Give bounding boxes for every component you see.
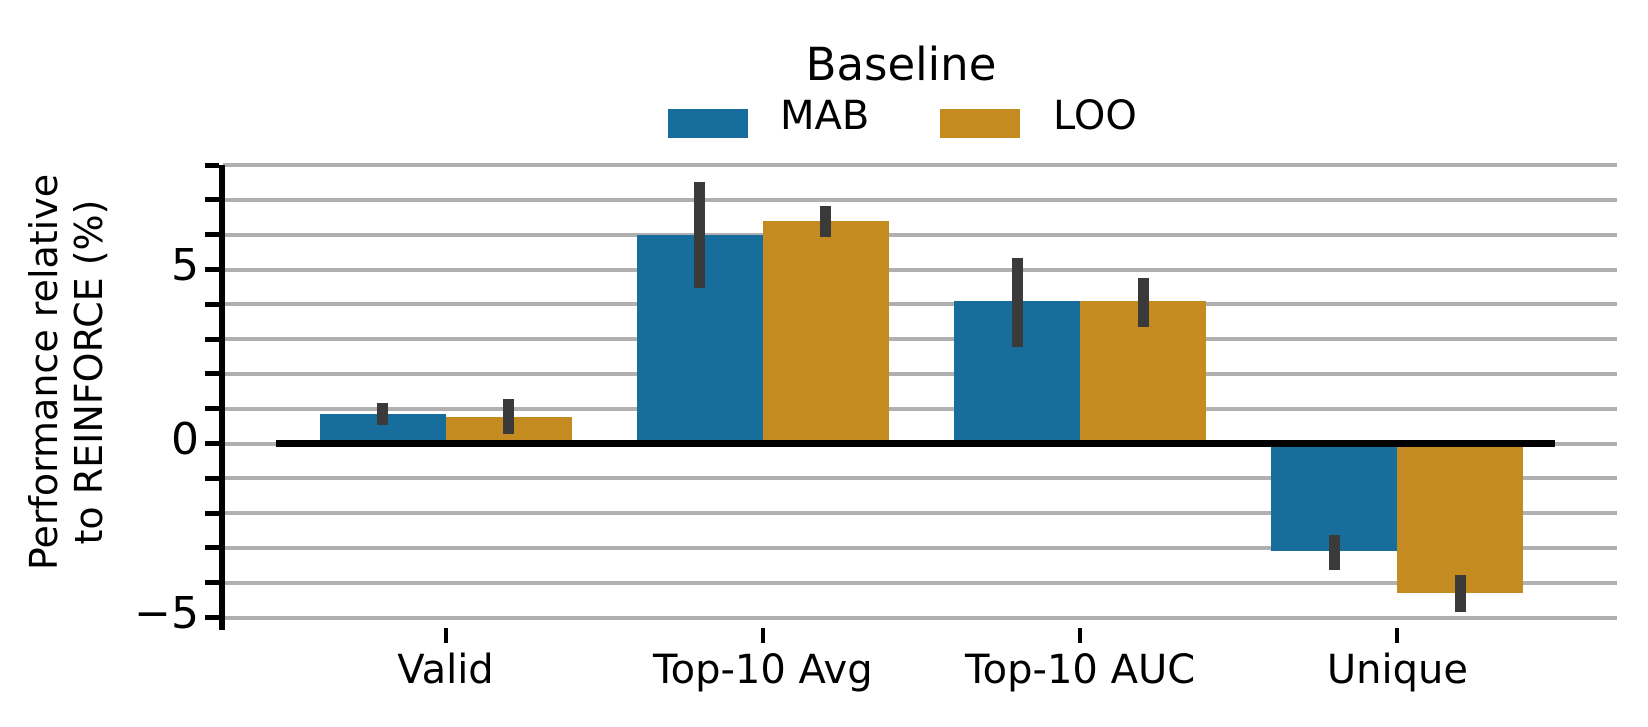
bar-loo-unique [1397, 443, 1524, 594]
y-tick-mark [205, 580, 219, 586]
x-tick-label-top-10-avg: Top-10 Avg [652, 647, 873, 693]
gridline [223, 371, 1617, 376]
bar-mab-unique [1271, 443, 1398, 552]
legend-label-mab: MAB [780, 93, 870, 139]
gridline [223, 406, 1617, 411]
legend-swatch-loo [940, 109, 1020, 138]
x-tick-mark [1078, 628, 1083, 643]
gridline [223, 302, 1617, 307]
error-bar-mab-unique [1328, 535, 1340, 571]
y-tick-label: 0 [171, 413, 199, 465]
gridline [223, 511, 1617, 516]
gridline [223, 545, 1617, 550]
x-tick-label-top-10-auc: Top-10 AUC [965, 647, 1196, 693]
error-bar-loo-top-10-auc [1137, 278, 1149, 327]
gridline [223, 232, 1617, 237]
legend-title: Baseline [805, 38, 997, 91]
y-tick-mark [205, 615, 219, 620]
gridline [223, 197, 1617, 202]
y-tick-mark [205, 197, 219, 203]
error-bar-loo-valid [503, 399, 514, 435]
y-tick-mark [205, 441, 219, 446]
legend-swatch-mab [668, 109, 748, 138]
x-tick-label-unique: Unique [1326, 647, 1468, 693]
y-tick-mark [205, 162, 219, 168]
legend-label-loo: LOO [1053, 93, 1137, 139]
error-bar-loo-unique [1454, 575, 1466, 612]
y-tick-label: −5 [134, 587, 199, 639]
error-bar-loo-top-10-avg [820, 206, 832, 238]
bar-loo-top-10-avg [762, 220, 889, 444]
error-bar-mab-top-10-auc [1011, 258, 1023, 347]
gridline [223, 337, 1617, 342]
y-tick-mark [205, 406, 219, 412]
y-tick-mark [205, 232, 219, 238]
gridline [223, 163, 1617, 168]
gridline [223, 267, 1617, 272]
y-tick-mark [205, 371, 219, 377]
y-tick-mark [205, 475, 219, 481]
y-tick-mark [205, 545, 219, 551]
y-tick-mark [205, 336, 219, 342]
gridline [223, 476, 1617, 481]
gridline [223, 615, 1617, 620]
zero-line [276, 440, 1555, 447]
error-bar-mab-top-10-avg [694, 181, 706, 289]
gridline [223, 580, 1617, 585]
x-tick-mark [760, 628, 765, 643]
y-tick-mark [205, 301, 219, 307]
y-tick-mark [205, 267, 219, 272]
y-tick-label: 5 [171, 239, 199, 291]
x-tick-mark [443, 628, 448, 643]
x-tick-mark [1395, 628, 1400, 643]
error-bar-mab-valid [377, 402, 388, 426]
y-tick-mark [205, 510, 219, 516]
x-tick-label-valid: Valid [397, 647, 494, 693]
y-axis-spine [219, 165, 225, 630]
